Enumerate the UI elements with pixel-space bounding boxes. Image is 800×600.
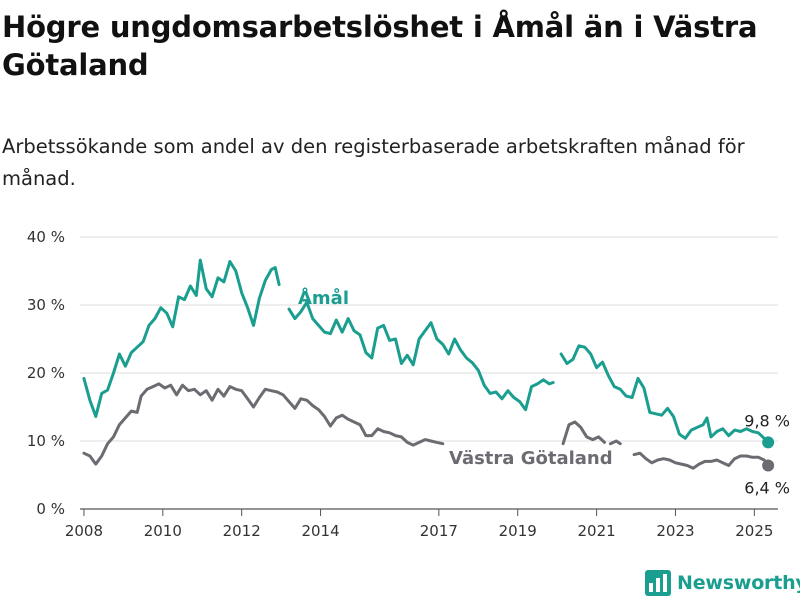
series-line-amal [82, 258, 770, 444]
x-tick-label: 2019 [499, 522, 537, 540]
newsworthy-logo[interactable]: Newsworthy [645, 569, 800, 597]
series-label-vastra-gotaland: Västra Götaland [449, 448, 613, 469]
x-tick-label: 2023 [656, 522, 694, 540]
series-label-amal: Åmål [298, 286, 349, 309]
x-axis: 2008 2010 2012 2014 2017 2019 2021 2023 2025 [65, 509, 773, 540]
y-axis: 0 % 10 % 20 % 30 % 40 % [27, 228, 65, 518]
series-group [82, 258, 775, 472]
grid-lines [80, 236, 778, 510]
y-tick-label: 20 % [27, 364, 65, 382]
y-tick-label: 40 % [27, 228, 65, 246]
series-line-vastra-gotaland [82, 382, 770, 470]
y-tick-label: 30 % [27, 296, 65, 314]
x-tick-label: 2021 [578, 522, 616, 540]
x-tick-label: 2012 [223, 522, 261, 540]
y-tick-label: 10 % [27, 432, 65, 450]
chart-subtitle: Arbetssökande som andel av den registerb… [2, 135, 745, 190]
end-value-label-amal: 9,8 % [744, 411, 790, 430]
chart-title: Högre ungdomsarbetslöshet i Åmål än i Vä… [2, 10, 758, 82]
x-tick-label: 2025 [735, 522, 773, 540]
end-point-vastra-gotaland [762, 459, 775, 472]
newsworthy-bar-chart-logo-icon [645, 570, 671, 596]
x-tick-label: 2017 [420, 522, 458, 540]
end-point-amal [762, 436, 775, 449]
brand-name: Newsworthy [677, 572, 800, 594]
line-chart: 0 % 10 % 20 % 30 % 40 % 2008 2010 2012 2014 2017… [27, 228, 790, 540]
x-tick-label: 2008 [65, 522, 103, 540]
y-tick-label: 0 % [36, 500, 65, 518]
x-tick-label: 2014 [301, 522, 339, 540]
end-value-label-vastra-gotaland: 6,4 % [744, 478, 790, 497]
x-tick-label: 2010 [144, 522, 182, 540]
